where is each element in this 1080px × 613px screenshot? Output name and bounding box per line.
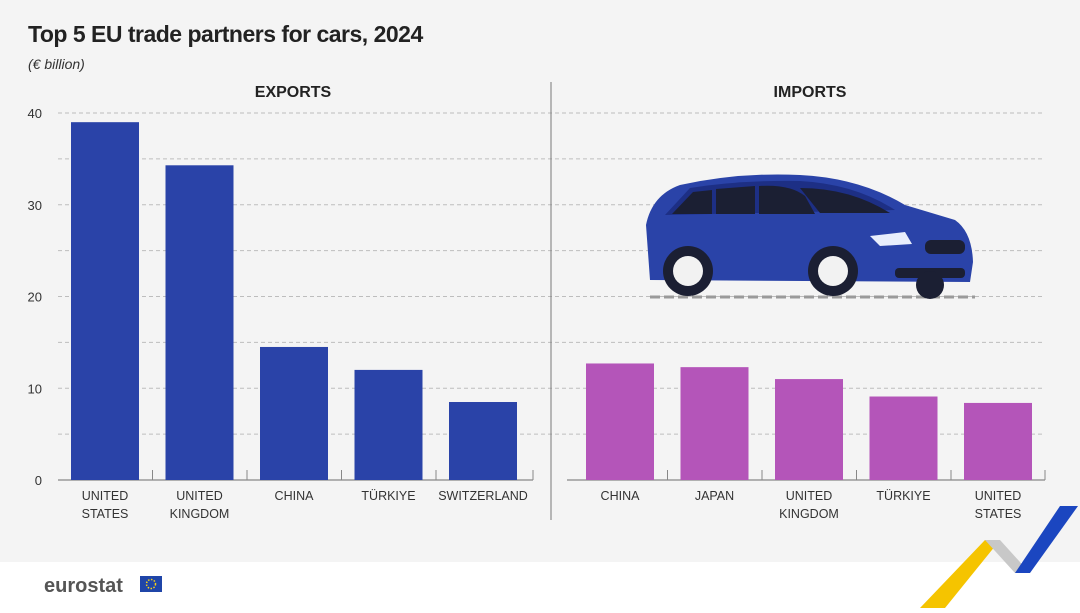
imports-bar bbox=[680, 367, 749, 480]
eurostat-logo: eurostat bbox=[44, 575, 162, 597]
exports-bar bbox=[260, 346, 328, 480]
category-label: UNITED bbox=[176, 489, 223, 503]
svg-text:eurostat: eurostat bbox=[44, 575, 123, 597]
imports-bar bbox=[775, 379, 843, 480]
category-label: KINGDOM bbox=[170, 507, 230, 521]
category-label: TÜRKIYE bbox=[361, 489, 415, 503]
category-label: SWITZERLAND bbox=[438, 489, 528, 503]
category-label: CHINA bbox=[601, 489, 641, 503]
exports-bar bbox=[449, 402, 517, 480]
exports-bar bbox=[71, 122, 139, 481]
car-illustration bbox=[646, 174, 975, 299]
y-tick-label: 10 bbox=[28, 381, 42, 396]
category-label: KINGDOM bbox=[779, 507, 839, 521]
exports-bar bbox=[165, 165, 234, 481]
imports-bar bbox=[869, 396, 938, 480]
chart-unit: (€ billion) bbox=[28, 56, 85, 72]
category-label: STATES bbox=[82, 507, 129, 521]
category-label: CHINA bbox=[275, 489, 315, 503]
category-label: TÜRKIYE bbox=[876, 489, 930, 503]
imports-bar bbox=[586, 363, 654, 480]
y-tick-label: 40 bbox=[28, 106, 42, 121]
category-label: UNITED bbox=[975, 489, 1022, 503]
category-label: UNITED bbox=[786, 489, 833, 503]
imports-bar bbox=[964, 402, 1032, 480]
imports-panel-title: IMPORTS bbox=[774, 84, 847, 101]
exports-panel-title: EXPORTS bbox=[255, 84, 332, 101]
y-tick-label: 30 bbox=[28, 198, 42, 213]
category-label: JAPAN bbox=[695, 489, 734, 503]
decorative-ribbon bbox=[920, 506, 1078, 608]
y-tick-label: 0 bbox=[35, 473, 42, 488]
exports-bar bbox=[354, 369, 423, 480]
category-label: UNITED bbox=[82, 489, 129, 503]
chart-title: Top 5 EU trade partners for cars, 2024 bbox=[28, 21, 423, 47]
category-label: STATES bbox=[975, 507, 1022, 521]
y-tick-label: 20 bbox=[28, 290, 42, 305]
